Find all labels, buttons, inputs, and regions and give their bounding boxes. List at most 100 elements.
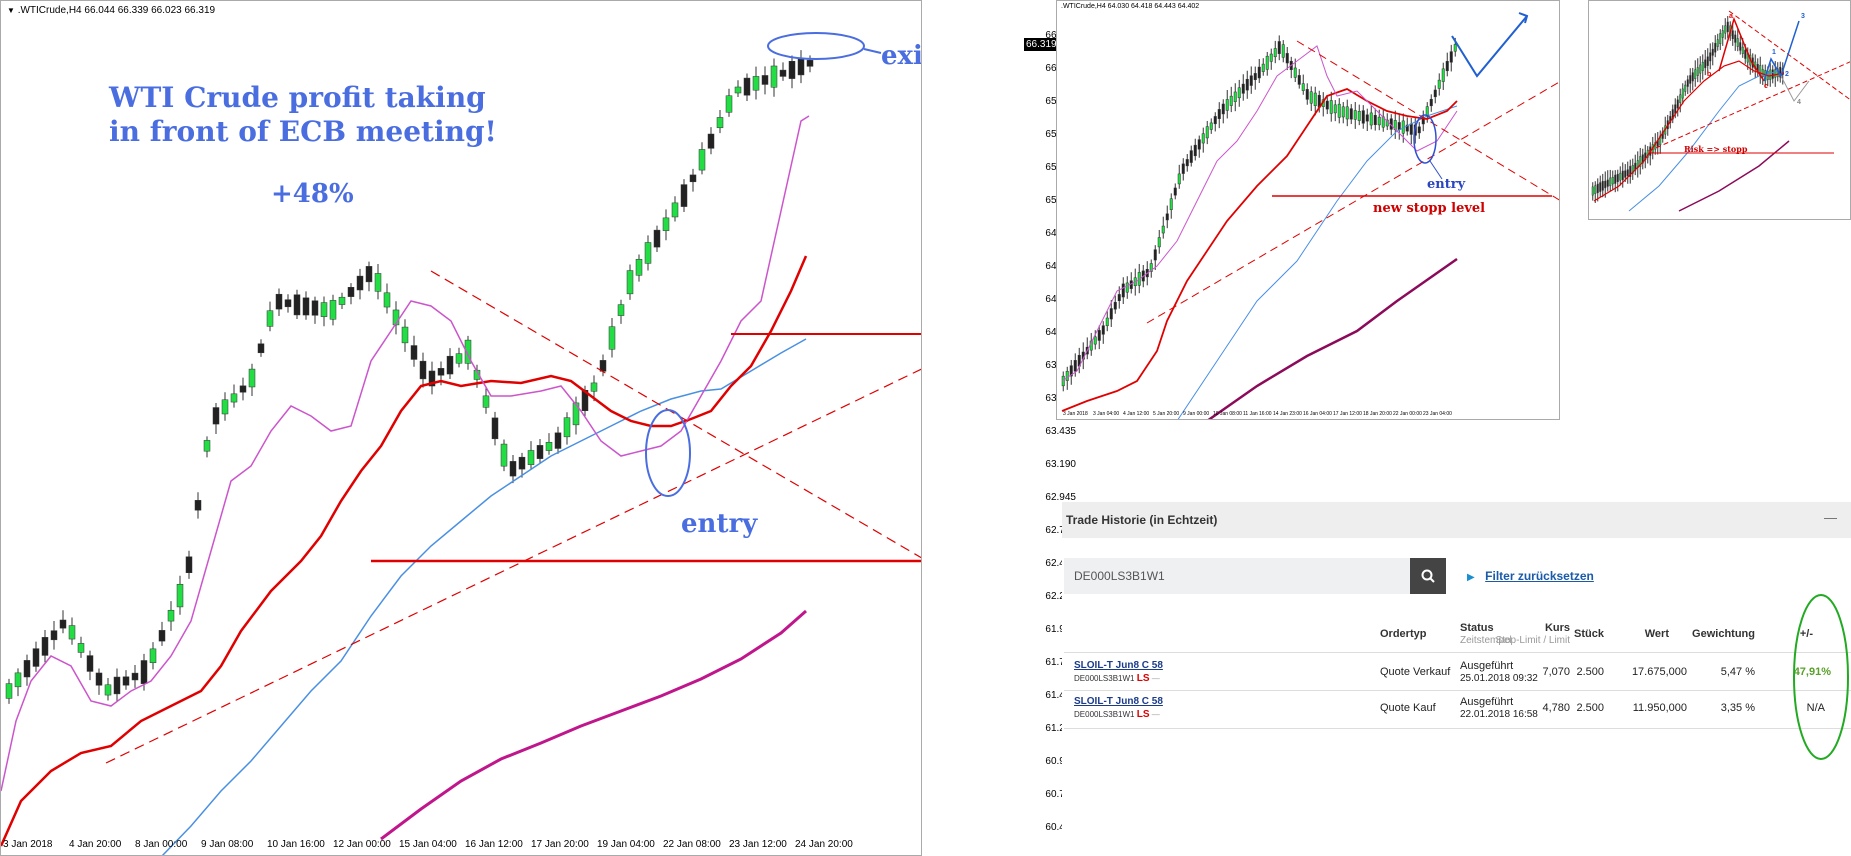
- candle: [1257, 66, 1261, 79]
- candle: [50, 630, 58, 641]
- candle: [122, 676, 130, 686]
- table-row[interactable]: SLOIL-T Jun8 C 58 DE000LS3B1W1 LS — Quot…: [1062, 654, 1851, 690]
- candle: [230, 393, 238, 403]
- candle: [1624, 170, 1627, 178]
- candle: [491, 417, 499, 440]
- small-chart[interactable]: Risk => stopp a b c 1 2 3 4: [1588, 0, 1851, 220]
- candle: [1599, 182, 1602, 192]
- candle: [500, 443, 508, 467]
- main-chart[interactable]: ▼ .WTICrude,H4 66.044 66.339 66.023 66.3…: [0, 0, 922, 856]
- candle: [1681, 88, 1684, 99]
- price-tick: 62.210: [1045, 591, 1076, 602]
- ls-badge: LS: [1136, 709, 1150, 720]
- ma-violet-line: [1, 115, 810, 792]
- candle: [1716, 39, 1719, 47]
- candle: [1741, 46, 1744, 54]
- table-row[interactable]: SLOIL-T Jun8 C 58 DE000LS3B1W1 LS — Quot…: [1062, 692, 1851, 728]
- filter-reset[interactable]: ▶ Filter zurücksetzen: [1467, 567, 1594, 585]
- candle: [1361, 110, 1365, 124]
- candle: [680, 184, 688, 207]
- row-ordertyp: Quote Kauf: [1380, 702, 1436, 714]
- candle: [1097, 330, 1101, 341]
- ls-badge: LS: [1136, 673, 1150, 684]
- candle: [1149, 263, 1153, 272]
- mid-chart-title: .WTICrude,H4 64.030 64.418 64.443 64.402: [1061, 3, 1200, 10]
- candle: [806, 59, 814, 67]
- candle: [383, 292, 391, 308]
- candle: [1694, 69, 1697, 79]
- price-tick: 63.190: [1045, 459, 1076, 470]
- candle: [185, 556, 193, 573]
- candle: [1189, 150, 1193, 163]
- search-button[interactable]: [1410, 558, 1446, 594]
- candle: [428, 370, 436, 387]
- time-tick: 15 Jan 04:00: [399, 839, 457, 850]
- candle: [1265, 55, 1269, 70]
- candle: [1117, 294, 1121, 302]
- instrument-link[interactable]: SLOIL-T Jun8 C 58: [1074, 660, 1163, 671]
- mid-time-tick: 23 Jan 04:00: [1423, 411, 1452, 417]
- price-tick: 61.470: [1045, 690, 1076, 701]
- candle: [1719, 33, 1722, 44]
- candle: [266, 310, 274, 327]
- candle: [1369, 112, 1373, 126]
- mid-time-tick: 11 Jan 16:00: [1243, 411, 1272, 417]
- mid-time-tick: 18 Jan 20:00: [1363, 411, 1392, 417]
- mid-chart[interactable]: .WTICrude,H4 64.030 64.418 64.443 64.402…: [1056, 0, 1560, 420]
- candle: [1409, 123, 1413, 135]
- candle: [1161, 225, 1165, 234]
- dropdown-triangle-icon[interactable]: ▼: [7, 6, 15, 15]
- candle: [563, 417, 571, 438]
- candle: [1241, 83, 1245, 94]
- wave-label-1: 1: [1772, 49, 1776, 56]
- upper-trendline: [430, 270, 921, 559]
- candle: [1313, 92, 1317, 106]
- candle: [1701, 61, 1704, 71]
- candle: [131, 672, 139, 681]
- candle: [104, 684, 112, 696]
- candle: [1181, 163, 1185, 174]
- candle: [1629, 166, 1632, 177]
- candle: [1285, 53, 1289, 64]
- wave-label-3: 3: [1801, 13, 1805, 20]
- filter-reset-link[interactable]: Filter zurücksetzen: [1485, 569, 1594, 583]
- risk-stopp-label: Risk => stopp: [1684, 144, 1748, 154]
- isin: DE000LS3B1W1 LS —: [1074, 709, 1160, 720]
- candle: [329, 300, 337, 320]
- candle: [1229, 95, 1233, 106]
- collapse-icon[interactable]: —: [1824, 510, 1837, 525]
- exit-label: exit: [881, 41, 922, 71]
- candle: [1197, 139, 1201, 150]
- col-kurs: Kurs: [1544, 622, 1570, 634]
- price-tick: 62.700: [1045, 525, 1076, 536]
- instrument-link[interactable]: SLOIL-T Jun8 C 58: [1074, 696, 1163, 707]
- candle: [1704, 59, 1707, 69]
- candle: [1453, 44, 1457, 52]
- candle: [1281, 44, 1285, 58]
- col-ordertyp: Ordertyp: [1380, 628, 1427, 640]
- search-input[interactable]: [1064, 558, 1410, 594]
- candle: [1699, 64, 1702, 74]
- col-wert: Wert: [1644, 628, 1669, 640]
- candle: [1405, 124, 1409, 132]
- candle: [590, 382, 598, 392]
- row-status: Ausgeführt: [1460, 660, 1514, 672]
- candle: [482, 395, 490, 408]
- candle: [797, 57, 805, 76]
- row-stueck: 2.500: [1576, 702, 1604, 714]
- candle: [545, 442, 553, 451]
- candle: [1293, 67, 1297, 78]
- candle: [1249, 75, 1253, 86]
- candle: [1101, 325, 1105, 335]
- candle: [1169, 198, 1173, 210]
- candle: [707, 133, 715, 149]
- time-tick: 24 Jan 20:00: [795, 839, 853, 850]
- wave-label-a: a: [1729, 13, 1733, 20]
- candle: [527, 450, 535, 465]
- candle: [410, 345, 418, 360]
- candle: [1333, 104, 1337, 114]
- price-tick: 61.965: [1045, 624, 1076, 635]
- time-tick: 22 Jan 08:00: [663, 839, 721, 850]
- candle: [1065, 371, 1069, 381]
- time-tick: 3 Jan 2018: [3, 839, 53, 850]
